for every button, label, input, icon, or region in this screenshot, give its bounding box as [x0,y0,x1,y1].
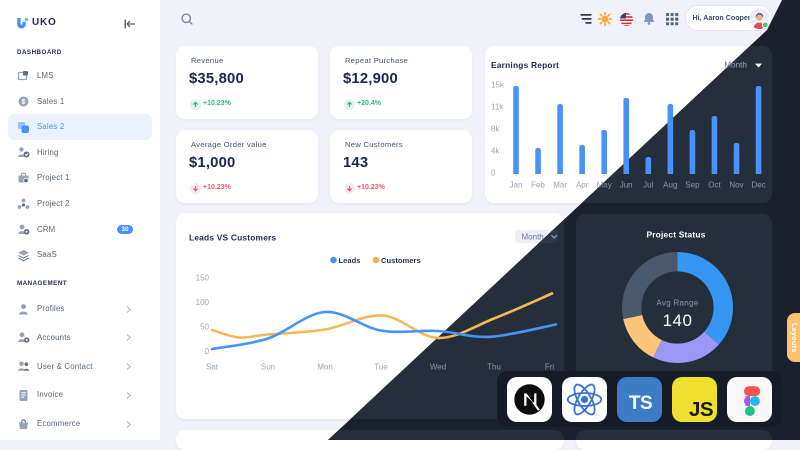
svg-text:Leads VS Customers: Leads VS Customers [189,233,277,243]
svg-text:May: May [597,181,612,190]
svg-text:Tue: Tue [374,363,388,372]
svg-text:15k: 15k [491,81,505,90]
svg-text:50: 50 [200,323,209,332]
svg-text:Dec: Dec [751,181,765,190]
svg-text:TS: TS [629,393,652,414]
svg-text:Jun: Jun [620,181,633,190]
svg-text:Nov: Nov [729,181,743,190]
svg-text:Fri: Fri [545,363,555,372]
svg-text:Wed: Wed [430,363,446,372]
svg-text:Leads: Leads [339,256,361,265]
svg-text:Earnings Report: Earnings Report [491,60,559,70]
svg-text:Sat: Sat [206,363,219,372]
svg-text:0: 0 [205,347,210,356]
svg-text:Project Status: Project Status [646,230,705,240]
svg-text:Customers: Customers [381,256,421,265]
svg-text:Month: Month [522,233,544,242]
svg-text:140: 140 [663,311,693,330]
svg-text:$: $ [22,99,26,106]
svg-text:Sep: Sep [685,181,700,190]
svg-text:Mon: Mon [317,363,333,372]
svg-text:Apr: Apr [576,181,589,190]
svg-text:0: 0 [491,169,496,178]
svg-text:Jan: Jan [510,181,523,190]
svg-text:150: 150 [196,274,210,283]
svg-text:Jul: Jul [643,181,653,190]
svg-text:Month: Month [724,61,747,70]
svg-text:JS: JS [689,398,713,421]
svg-text:Sun: Sun [261,363,275,372]
svg-text:Oct: Oct [708,181,721,190]
svg-text:Thu: Thu [487,363,501,372]
svg-text:8k: 8k [491,125,500,134]
svg-text:100: 100 [196,298,210,307]
svg-text:4k: 4k [491,147,500,156]
svg-text:Feb: Feb [531,181,545,190]
svg-text:Mar: Mar [553,181,567,190]
svg-text:Aug: Aug [663,181,677,190]
svg-text:11k: 11k [491,103,504,112]
svg-text:Avg Range: Avg Range [656,299,698,308]
